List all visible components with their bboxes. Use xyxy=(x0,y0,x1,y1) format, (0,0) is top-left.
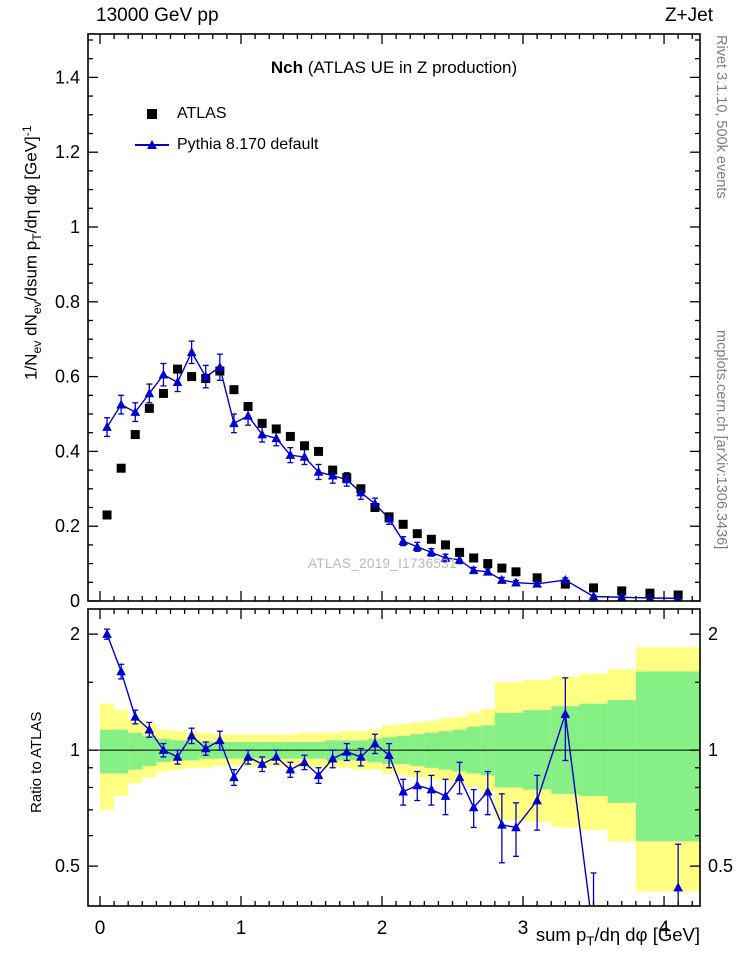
legend-row-atlas: ATLAS xyxy=(133,98,318,129)
svg-text:0.4: 0.4 xyxy=(55,441,80,461)
svg-text:0.8: 0.8 xyxy=(55,292,80,312)
legend-label-atlas: ATLAS xyxy=(177,104,227,122)
plot-title-main: Nch xyxy=(270,58,303,77)
svg-text:0.6: 0.6 xyxy=(55,367,80,387)
svg-text:0.5: 0.5 xyxy=(708,856,733,876)
legend: ATLAS Pythia 8.170 default xyxy=(133,98,318,160)
ratio-uncertainty-bands xyxy=(88,647,700,892)
svg-text:1.2: 1.2 xyxy=(55,142,80,162)
beam-energy-label: 13000 GeV pp xyxy=(96,5,219,26)
main-frame xyxy=(87,33,701,602)
svg-text:1: 1 xyxy=(236,918,247,939)
svg-text:0: 0 xyxy=(95,918,106,939)
process-label: Z+Jet xyxy=(664,5,713,26)
legend-row-pythia: Pythia 8.170 default xyxy=(133,129,318,160)
mcplots-citation-label: mcplots.cern.ch [arXiv:1306.3436] xyxy=(713,330,729,550)
plot-title-paren: (ATLAS UE in Z production) xyxy=(302,58,518,77)
rivet-version-label: Rivet 3.1.10, 500k events xyxy=(713,35,729,199)
svg-text:2: 2 xyxy=(708,624,718,644)
main-series xyxy=(102,340,683,601)
ratio-frame xyxy=(87,608,701,907)
atlas-square-icon xyxy=(133,108,171,119)
ratio-series xyxy=(102,628,683,906)
pythia-triangle-icon xyxy=(133,140,171,149)
svg-text:1: 1 xyxy=(70,740,80,760)
svg-text:3: 3 xyxy=(518,918,529,939)
analysis-id-watermark: ATLAS_2019_I1736531 xyxy=(308,556,457,571)
svg-text:1: 1 xyxy=(708,740,718,760)
x-axis-label: sum pT/dη dφ [GeV] xyxy=(535,924,700,949)
svg-text:1.4: 1.4 xyxy=(55,67,80,87)
svg-text:0.5: 0.5 xyxy=(55,856,80,876)
main-y-axis-label: 1/Nev dNev/dsum pT/dη dφ [GeV]-1 xyxy=(20,125,44,380)
svg-text:0.2: 0.2 xyxy=(55,516,80,536)
svg-text:4: 4 xyxy=(659,918,670,939)
plot-title: Nch (ATLAS UE in Z production) xyxy=(88,58,700,78)
svg-text:0: 0 xyxy=(70,591,80,611)
svg-text:2: 2 xyxy=(70,624,80,644)
svg-text:1: 1 xyxy=(70,217,80,237)
ratio-y-axis-label: Ratio to ATLAS xyxy=(28,711,45,813)
svg-text:2: 2 xyxy=(377,918,388,939)
legend-label-pythia: Pythia 8.170 default xyxy=(177,135,319,153)
